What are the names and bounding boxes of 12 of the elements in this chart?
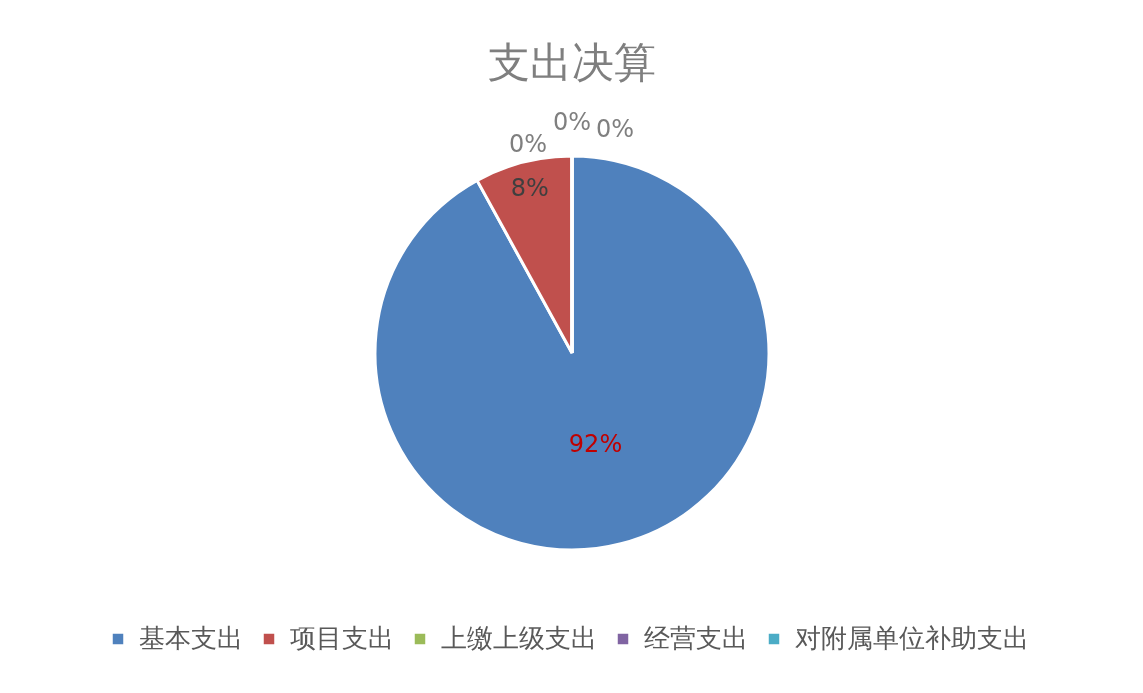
pie-slice [373, 154, 771, 552]
text: 0% [552, 108, 592, 136]
text: 0% [508, 130, 548, 158]
legend-label: 经营支出 [644, 623, 748, 653]
legend-label: 基本支出 [139, 623, 243, 653]
legend-label: 上缴上级支出 [441, 623, 597, 653]
chart-title: 支出决算 [487, 38, 656, 87]
legend-label: 项目支出 [290, 623, 394, 653]
legend-label: 对附属单位补助支出 [795, 623, 1029, 653]
data-label: 92% [568, 429, 623, 458]
data-label: 8% [510, 173, 549, 202]
text: 0% [595, 115, 635, 143]
